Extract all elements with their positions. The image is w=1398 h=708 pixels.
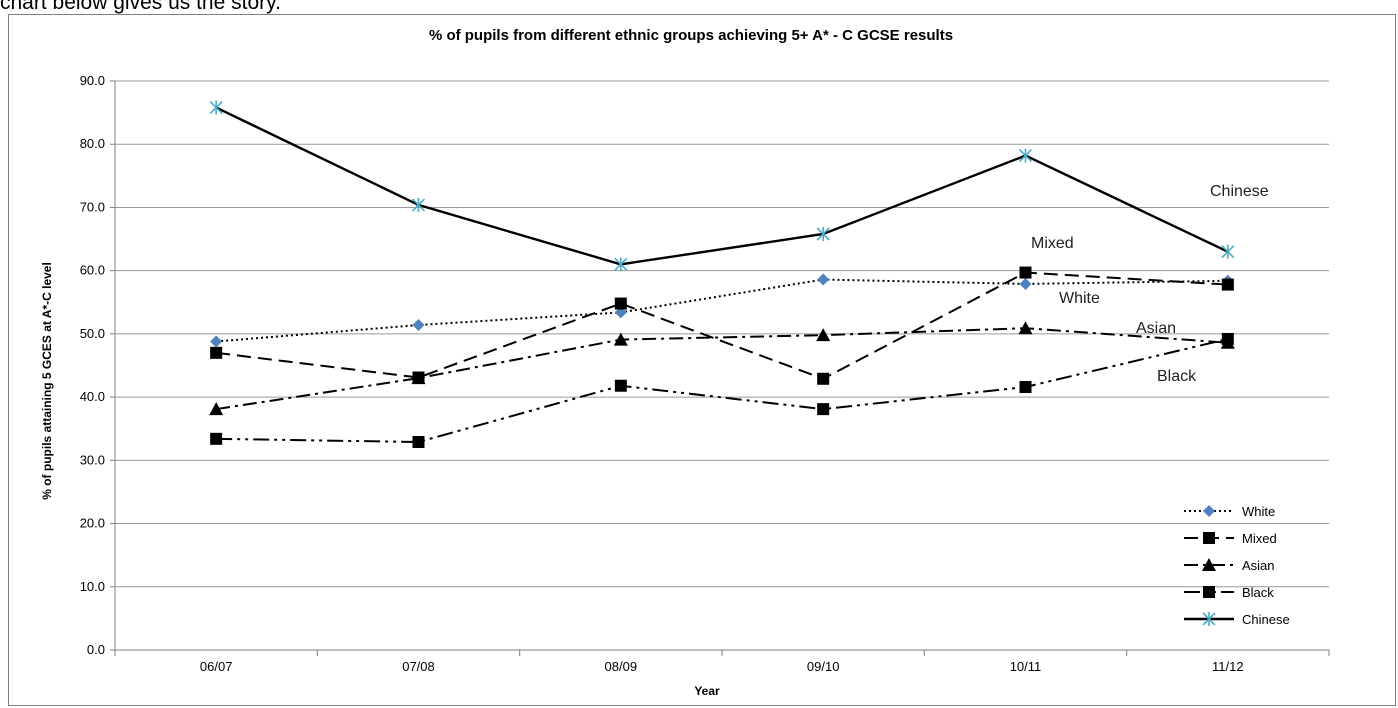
point-black (412, 435, 425, 448)
annotation-chinese: Chinese (1210, 183, 1269, 200)
series-group (209, 100, 1235, 448)
series-line-black (216, 337, 1229, 444)
series-mixed (210, 266, 1234, 385)
point-black (1019, 380, 1032, 393)
series-line-white (216, 278, 1228, 343)
series-line-mixed (216, 271, 1228, 380)
point-black (817, 403, 830, 416)
legend-marker-white (1203, 505, 1215, 517)
y-tick-label: 40.0 (80, 389, 105, 404)
y-tick-label: 20.0 (80, 516, 105, 531)
point-mixed (210, 346, 223, 359)
y-axis-title: % of pupils attaining 5 GCES at A*-C lev… (40, 262, 54, 500)
point-mixed (817, 372, 830, 385)
point-mixed (614, 297, 627, 310)
y-tick-label: 70.0 (80, 199, 105, 214)
line-chart: % of pupils from different ethnic groups… (40, 27, 1330, 698)
annotation-asian: Asian (1136, 320, 1176, 337)
x-tick-label: 09/10 (807, 659, 840, 674)
point-white (817, 273, 830, 286)
series-line-chinese (215, 106, 1229, 266)
point-asian (209, 402, 224, 416)
tick-labels: 0.0 10.0 20.0 30.0 40.0 50.0 60.0 70.0 80.0 90.0 0… (80, 73, 1244, 674)
legend-label-asian: Asian (1242, 558, 1275, 573)
x-tick-label: 08/09 (605, 659, 638, 674)
y-tick-label: 0.0 (87, 642, 105, 657)
point-chinese (1221, 244, 1235, 259)
legend: White Mixed Asian Black Chinese (1184, 504, 1290, 627)
y-tick-label: 60.0 (80, 263, 105, 278)
point-mixed (1221, 278, 1234, 291)
point-white (412, 319, 425, 332)
legend-marker-asian (1202, 558, 1216, 571)
document-caption: chart below gives us the story. (0, 0, 281, 14)
annotation-mixed: Mixed (1031, 235, 1074, 252)
point-asian (613, 332, 628, 346)
x-tick-label: 07/08 (402, 659, 435, 674)
point-black (614, 379, 627, 392)
x-axis-title: Year (694, 684, 720, 698)
legend-marker-chinese (1202, 612, 1216, 626)
series-asian (209, 321, 1235, 416)
point-chinese (209, 100, 223, 115)
point-chinese (1018, 148, 1033, 163)
point-black (210, 432, 223, 445)
y-tick-label: 90.0 (80, 73, 105, 88)
series-black (210, 332, 1234, 448)
legend-label-chinese: Chinese (1242, 612, 1290, 627)
point-white (210, 335, 223, 348)
annotation-white: White (1059, 290, 1100, 307)
x-tick-label: 10/11 (1010, 659, 1042, 674)
point-black (1221, 332, 1234, 345)
legend-label-black: Black (1242, 585, 1274, 600)
x-tick-label: 06/07 (200, 659, 233, 674)
point-chinese (614, 257, 628, 272)
point-asian (411, 371, 426, 385)
y-tick-label: 30.0 (80, 452, 105, 467)
chart-frame: % of pupils from different ethnic groups… (8, 14, 1396, 706)
chart-title: % of pupils from different ethnic groups… (429, 27, 953, 44)
point-chinese (411, 197, 426, 212)
legend-marker-mixed (1203, 532, 1215, 544)
annotation-black: Black (1157, 368, 1197, 385)
point-mixed (1019, 266, 1032, 279)
legend-marker-black (1203, 586, 1215, 598)
legend-item-asian: Asian (1184, 558, 1275, 573)
legend-label-white: White (1242, 504, 1275, 519)
series-annotations: Chinese Mixed White Asian Black (1031, 183, 1269, 385)
axes (110, 80, 1330, 656)
legend-item-black: Black (1184, 585, 1274, 600)
x-tick-label: 11/12 (1212, 659, 1244, 674)
legend-item-mixed: Mixed (1184, 531, 1277, 546)
series-line-asian (216, 327, 1228, 411)
series-white (210, 273, 1234, 348)
y-tick-label: 80.0 (80, 136, 105, 151)
point-asian (1018, 321, 1033, 335)
y-tick-label: 10.0 (80, 579, 105, 594)
series-chinese (209, 100, 1235, 272)
y-tick-label: 50.0 (80, 326, 105, 341)
legend-label-mixed: Mixed (1242, 531, 1277, 546)
point-asian (816, 328, 831, 342)
point-white (1019, 277, 1032, 290)
legend-item-white: White (1184, 504, 1275, 519)
legend-item-chinese: Chinese (1184, 612, 1290, 627)
point-chinese (816, 226, 830, 241)
